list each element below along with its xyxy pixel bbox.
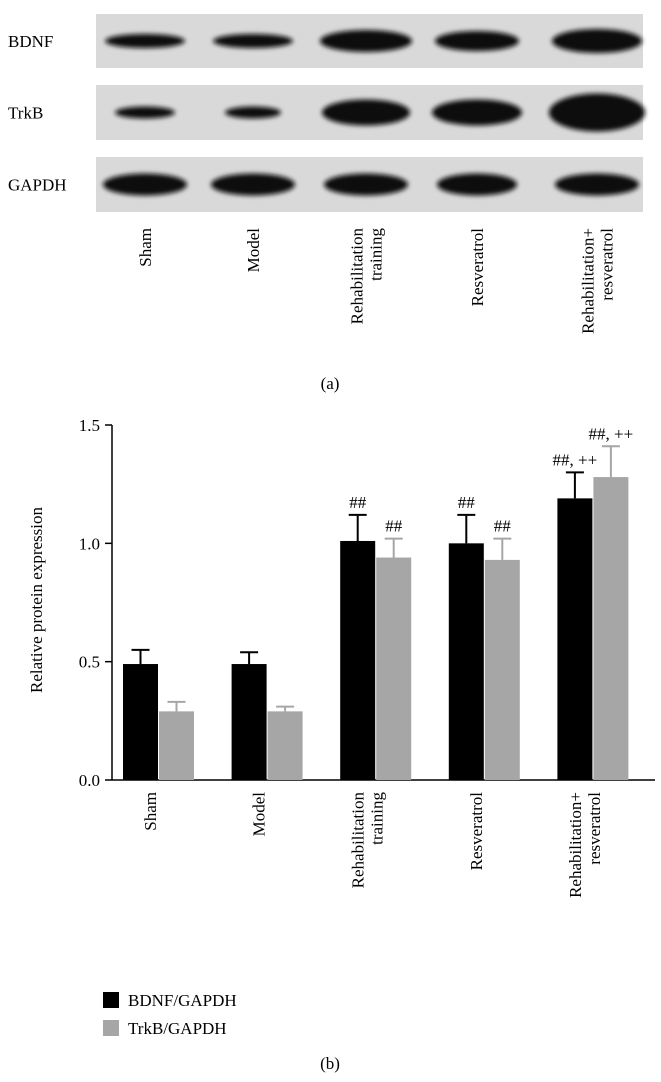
error-bar bbox=[493, 537, 512, 560]
blot-band bbox=[225, 106, 281, 119]
blot-band bbox=[549, 93, 645, 132]
error-bar bbox=[167, 700, 186, 712]
lane-label: Sham bbox=[136, 228, 155, 267]
error-bar bbox=[348, 513, 367, 541]
bar bbox=[557, 498, 593, 780]
lane-label: Resveratrol bbox=[468, 228, 487, 307]
significance-label: ## bbox=[458, 493, 476, 512]
significance-label: ##, ++ bbox=[553, 450, 598, 469]
blot-row-label: TrkB bbox=[8, 104, 43, 123]
bar bbox=[484, 559, 520, 780]
lane-label: Rehabilitationtraining bbox=[348, 228, 386, 325]
significance-label: ##, ++ bbox=[589, 424, 634, 443]
legend-label: BDNF/GAPDH bbox=[128, 991, 237, 1010]
x-tick-label: Resveratrol bbox=[467, 792, 486, 871]
bar bbox=[340, 540, 376, 780]
blot-band bbox=[211, 173, 295, 196]
error-bar bbox=[601, 445, 620, 478]
blot-band bbox=[213, 34, 293, 48]
panel-caption: (b) bbox=[320, 1054, 340, 1073]
y-tick-label: 0.0 bbox=[79, 771, 100, 790]
y-tick-label: 1.5 bbox=[79, 416, 100, 435]
blot-band bbox=[437, 173, 517, 196]
error-bar bbox=[131, 648, 150, 665]
blot-band bbox=[320, 30, 412, 52]
blot-band bbox=[555, 173, 639, 196]
blot-band bbox=[322, 99, 410, 126]
x-tick-label: Sham bbox=[141, 792, 160, 831]
x-tick-label: Rehabilitationtraining bbox=[349, 792, 387, 889]
x-tick-label: Model bbox=[250, 792, 269, 837]
blot-band bbox=[435, 31, 519, 51]
bar bbox=[123, 664, 158, 780]
y-tick-label: 1.0 bbox=[79, 534, 100, 553]
lane-label: Model bbox=[244, 228, 263, 273]
error-bar bbox=[276, 705, 295, 712]
bar bbox=[593, 477, 629, 780]
blot-row-label: GAPDH bbox=[8, 176, 67, 195]
significance-label: ## bbox=[349, 493, 367, 512]
legend-label: TrkB/GAPDH bbox=[128, 1019, 227, 1038]
y-tick-label: 0.5 bbox=[79, 653, 100, 672]
significance-label: ## bbox=[385, 517, 403, 536]
legend-swatch bbox=[103, 992, 119, 1008]
error-bar bbox=[565, 471, 584, 499]
blot-band bbox=[115, 106, 175, 119]
significance-label: ## bbox=[494, 517, 512, 536]
x-tick-label: Rehabilitation+resveratrol bbox=[566, 792, 604, 898]
western-blot: BDNF TrkB GAPDH Sham Model Rehabilitationtrai… bbox=[8, 14, 645, 334]
bar bbox=[376, 557, 412, 780]
blot-band bbox=[103, 173, 187, 196]
legend-swatch bbox=[103, 1020, 119, 1036]
bar bbox=[448, 543, 484, 780]
error-bar bbox=[240, 651, 259, 665]
bar bbox=[159, 711, 194, 780]
blot-band bbox=[552, 29, 642, 53]
panel-caption: (a) bbox=[321, 374, 340, 393]
blot-band bbox=[324, 173, 408, 196]
lane-label: Rehabilitation+resveratrol bbox=[579, 228, 617, 334]
error-bar bbox=[457, 513, 476, 544]
error-bar bbox=[384, 537, 403, 558]
blot-band bbox=[432, 99, 522, 126]
bar bbox=[267, 711, 303, 780]
blot-row-label: BDNF bbox=[8, 32, 53, 51]
y-axis-title: Relative protein expression bbox=[27, 507, 46, 694]
bar bbox=[231, 664, 267, 780]
blot-band bbox=[105, 34, 185, 48]
